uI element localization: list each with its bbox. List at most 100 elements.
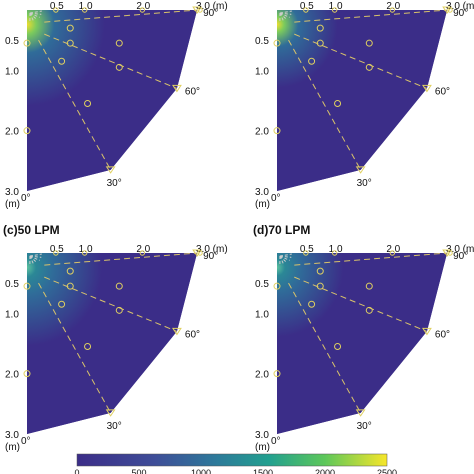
guide-line-30 xyxy=(288,282,362,414)
top-tick-marker xyxy=(447,7,453,13)
sampling-point-marker xyxy=(273,370,281,378)
top-tick-marker xyxy=(197,7,203,13)
sampling-point-marker xyxy=(115,63,123,71)
colorbar-tick-label: 500 xyxy=(131,468,146,474)
sampling-point-marker xyxy=(334,343,342,351)
unit-label: (m) xyxy=(255,442,270,453)
left-tick-label: 3.0 xyxy=(255,187,269,198)
angle-label-60: 60° xyxy=(185,86,200,97)
top-tick-label: 1.0 xyxy=(329,1,343,12)
sampling-point-marker xyxy=(365,282,373,290)
panel-3: 0.5 1.0 2.0 3.0 (m) 0.5 1.0 2.0 3.0(m)0° 90° 60° 3… xyxy=(3,223,228,453)
left-tick-label: 3.0 xyxy=(5,187,19,198)
angle-label-30: 30° xyxy=(357,421,372,432)
unit-label: (m) xyxy=(5,442,20,453)
guide-line-30 xyxy=(38,39,112,171)
panel-1: 0.5 1.0 2.0 3.0 (m) 0.5 1.0 2.0 3.0(m)0° 90° 60° 3… xyxy=(5,1,228,210)
top-tick-marker xyxy=(139,7,146,13)
top-tick-marker xyxy=(389,7,396,13)
vertex-marker xyxy=(355,166,366,174)
vertex-marker xyxy=(421,84,432,93)
sampling-point-marker xyxy=(115,282,123,290)
left-tick-label: 1.0 xyxy=(5,309,19,320)
sampling-point-marker xyxy=(84,343,92,351)
vertex-marker xyxy=(192,249,203,257)
angle-label-90: 90° xyxy=(203,8,218,19)
vertex-marker xyxy=(105,166,116,174)
top-tick-label: 2.0 xyxy=(136,244,150,255)
guide-line-90 xyxy=(294,9,448,23)
fan-tick xyxy=(279,255,290,261)
sampling-point-marker xyxy=(316,39,324,47)
sampling-point-marker xyxy=(58,300,66,308)
top-tick-marker xyxy=(303,7,309,13)
sampling-point-marker xyxy=(365,39,373,47)
top-tick-label: 0.5 xyxy=(50,1,64,12)
top-tick-marker xyxy=(53,250,59,256)
angle-label-90: 90° xyxy=(203,251,218,262)
angle-label-30: 30° xyxy=(107,178,122,189)
sampling-point-marker xyxy=(365,306,373,314)
sampling-point-marker xyxy=(58,57,66,65)
fan-tick xyxy=(29,253,42,257)
sampling-point-marker xyxy=(273,39,281,47)
guide-line-90 xyxy=(44,9,198,23)
top-tick-label: 3.0 (m) xyxy=(196,244,228,255)
vertex-marker xyxy=(355,409,366,417)
guide-line-60 xyxy=(44,33,178,89)
top-tick-marker xyxy=(447,250,453,256)
sampling-point-marker xyxy=(273,127,281,135)
angle-label-30: 30° xyxy=(357,178,372,189)
vertex-marker xyxy=(421,327,432,336)
left-tick-label: 2.0 xyxy=(5,370,19,381)
vertex-marker xyxy=(192,6,203,14)
fan-tick xyxy=(29,12,42,15)
guide-line-60 xyxy=(294,276,428,332)
colorbar-tick-label: 2000 xyxy=(315,468,335,474)
left-tick-label: 2.0 xyxy=(255,370,269,381)
concentration-field xyxy=(27,253,198,434)
sampling-point-marker xyxy=(365,63,373,71)
guide-line-30 xyxy=(288,39,362,171)
panel-2: 0.5 1.0 2.0 3.0 (m) 0.5 1.0 2.0 3.0(m)0° 90° 60° 3… xyxy=(255,1,474,210)
fan-tick xyxy=(29,255,40,261)
top-tick-marker xyxy=(197,250,203,256)
top-tick-label: 1.0 xyxy=(329,244,343,255)
left-tick-label: 3.0 xyxy=(255,430,269,441)
sampling-point-marker xyxy=(316,267,324,275)
colorbar-tick-label: 1000 xyxy=(191,468,211,474)
fan-tick xyxy=(29,255,38,264)
top-tick-label: 3.0 (m) xyxy=(446,244,474,255)
top-tick-label: 0.5 xyxy=(300,1,314,12)
angle-label-60: 60° xyxy=(435,329,450,340)
top-tick-label: 3.0 (m) xyxy=(446,1,474,12)
sampling-point-marker xyxy=(66,282,74,290)
vertex-marker xyxy=(171,327,182,336)
origin-angle-label: 0° xyxy=(271,193,281,204)
top-tick-label: 3.0 (m) xyxy=(196,1,228,12)
fan-tick xyxy=(279,10,292,14)
top-tick-label: 2.0 xyxy=(136,1,150,12)
vertex-marker xyxy=(105,409,116,417)
top-tick-label: 1.0 xyxy=(79,1,93,12)
vertex-marker xyxy=(171,84,182,93)
top-tick-marker xyxy=(81,250,88,256)
angle-label-90: 90° xyxy=(453,8,468,19)
sampling-point-marker xyxy=(334,100,342,108)
fan-tick xyxy=(279,255,288,264)
angle-label-30: 30° xyxy=(107,421,122,432)
guide-line-60 xyxy=(294,33,428,89)
concentration-field xyxy=(277,253,448,434)
angle-label-60: 60° xyxy=(435,86,450,97)
angle-label-90: 90° xyxy=(453,251,468,262)
fan-tick xyxy=(279,12,292,15)
fan-tick xyxy=(29,12,40,18)
top-tick-marker xyxy=(331,7,338,13)
top-tick-marker xyxy=(81,7,88,13)
top-tick-marker xyxy=(139,250,146,256)
origin-angle-label: 0° xyxy=(271,436,281,447)
guide-line-90 xyxy=(294,252,448,266)
fan-tick xyxy=(29,255,42,258)
sampling-point-marker xyxy=(316,24,324,32)
